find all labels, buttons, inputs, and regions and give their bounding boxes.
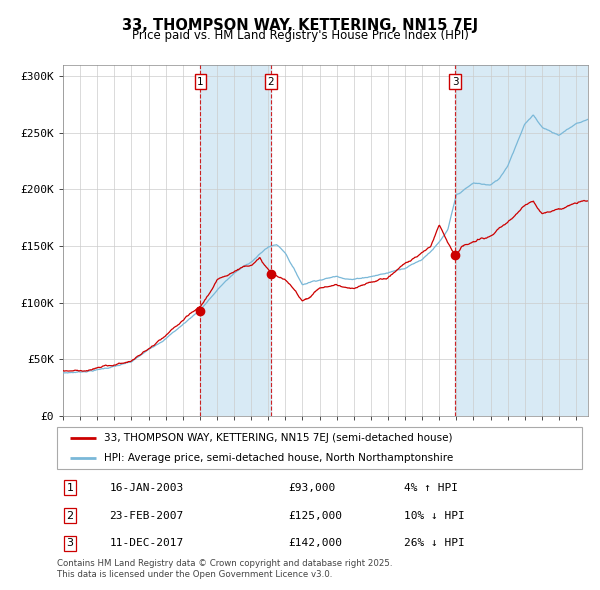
Text: 14: 14 — [383, 427, 392, 438]
Text: 08: 08 — [281, 427, 290, 438]
Bar — [455, 65, 588, 416]
Text: 2: 2 — [267, 77, 274, 87]
Text: Contains HM Land Registry data © Crown copyright and database right 2025.
This d: Contains HM Land Registry data © Crown c… — [57, 559, 392, 579]
Text: 26% ↓ HPI: 26% ↓ HPI — [404, 538, 464, 548]
Text: 3: 3 — [452, 77, 458, 87]
Text: 17: 17 — [435, 427, 444, 438]
Text: 1: 1 — [67, 483, 74, 493]
Text: 07: 07 — [264, 427, 273, 438]
Text: 20: 20 — [196, 447, 205, 457]
Text: 04: 04 — [212, 427, 221, 438]
Text: 19: 19 — [59, 447, 68, 457]
Text: HPI: Average price, semi-detached house, North Northamptonshire: HPI: Average price, semi-detached house,… — [104, 454, 454, 463]
Text: 1: 1 — [197, 77, 204, 87]
Text: 01: 01 — [161, 427, 170, 438]
Text: 19: 19 — [93, 447, 102, 457]
Text: 11: 11 — [332, 427, 341, 438]
Text: 06: 06 — [247, 427, 256, 438]
Text: 15: 15 — [401, 427, 410, 438]
Text: 4% ↑ HPI: 4% ↑ HPI — [404, 483, 458, 493]
Text: 02: 02 — [178, 427, 187, 438]
Text: 20: 20 — [230, 447, 239, 457]
Text: 20: 20 — [332, 447, 341, 457]
Text: 25: 25 — [572, 427, 581, 438]
Text: 20: 20 — [452, 447, 461, 457]
Text: 20: 20 — [469, 447, 478, 457]
Text: 98: 98 — [110, 427, 119, 438]
Text: £93,000: £93,000 — [288, 483, 335, 493]
Text: 20: 20 — [520, 447, 529, 457]
Text: 20: 20 — [503, 447, 512, 457]
Text: 22: 22 — [520, 427, 529, 438]
Text: 20: 20 — [383, 447, 392, 457]
Text: 12: 12 — [349, 427, 358, 438]
Text: 99: 99 — [127, 427, 136, 438]
Text: 96: 96 — [76, 427, 85, 438]
Text: 11-DEC-2017: 11-DEC-2017 — [110, 538, 184, 548]
Text: 20: 20 — [144, 447, 153, 457]
Text: 20: 20 — [349, 447, 358, 457]
Text: 10% ↓ HPI: 10% ↓ HPI — [404, 510, 464, 520]
Bar — [200, 65, 271, 416]
FancyBboxPatch shape — [57, 427, 582, 469]
Text: 20: 20 — [435, 447, 444, 457]
Text: 18: 18 — [452, 427, 461, 438]
Text: £142,000: £142,000 — [288, 538, 342, 548]
Text: 20: 20 — [178, 447, 187, 457]
Text: 20: 20 — [298, 447, 307, 457]
Text: 20: 20 — [572, 447, 581, 457]
Text: 20: 20 — [554, 447, 563, 457]
Text: 20: 20 — [401, 447, 410, 457]
Text: 19: 19 — [469, 427, 478, 438]
Text: 03: 03 — [196, 427, 205, 438]
Text: 97: 97 — [93, 427, 102, 438]
Text: 24: 24 — [554, 427, 563, 438]
Text: 21: 21 — [503, 427, 512, 438]
Text: 16: 16 — [418, 427, 427, 438]
Text: 05: 05 — [230, 427, 239, 438]
Text: 33, THOMPSON WAY, KETTERING, NN15 7EJ (semi-detached house): 33, THOMPSON WAY, KETTERING, NN15 7EJ (s… — [104, 433, 453, 443]
Text: 95: 95 — [59, 427, 68, 438]
Text: 20: 20 — [264, 447, 273, 457]
Text: 33, THOMPSON WAY, KETTERING, NN15 7EJ: 33, THOMPSON WAY, KETTERING, NN15 7EJ — [122, 18, 478, 32]
Text: 20: 20 — [486, 427, 495, 438]
Text: 16-JAN-2003: 16-JAN-2003 — [110, 483, 184, 493]
Text: 20: 20 — [247, 447, 256, 457]
Text: 13: 13 — [367, 427, 376, 438]
Text: 20: 20 — [161, 447, 170, 457]
Text: 00: 00 — [144, 427, 153, 438]
Text: 20: 20 — [212, 447, 221, 457]
Text: 3: 3 — [67, 538, 74, 548]
Text: 09: 09 — [298, 427, 307, 438]
Text: 2: 2 — [67, 510, 74, 520]
Text: 23: 23 — [538, 427, 547, 438]
Text: 20: 20 — [367, 447, 376, 457]
Text: Price paid vs. HM Land Registry's House Price Index (HPI): Price paid vs. HM Land Registry's House … — [131, 30, 469, 42]
Text: 20: 20 — [538, 447, 547, 457]
Text: 19: 19 — [110, 447, 119, 457]
Text: 23-FEB-2007: 23-FEB-2007 — [110, 510, 184, 520]
Text: 20: 20 — [418, 447, 427, 457]
Text: 20: 20 — [281, 447, 290, 457]
Text: £125,000: £125,000 — [288, 510, 342, 520]
Text: 19: 19 — [76, 447, 85, 457]
Text: 19: 19 — [127, 447, 136, 457]
Text: 20: 20 — [315, 447, 324, 457]
Text: 20: 20 — [486, 447, 495, 457]
Text: 10: 10 — [315, 427, 324, 438]
